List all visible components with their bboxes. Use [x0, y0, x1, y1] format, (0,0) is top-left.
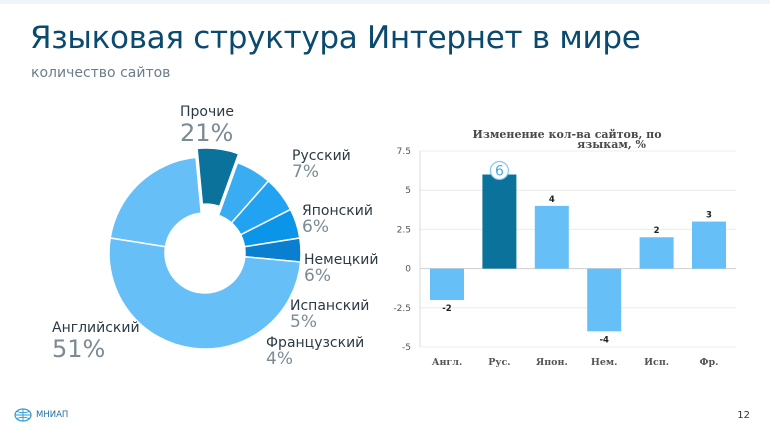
footer-logo: МНИАП [14, 408, 68, 422]
page-number: 12 [737, 410, 750, 421]
bar-data-label: -4 [599, 335, 609, 345]
bar-5 [692, 221, 726, 269]
donut-label-name-4: Немецкий [304, 252, 379, 268]
globe-icon [14, 408, 32, 422]
donut-label-value-2: 7% [292, 162, 319, 182]
donut-label-value-3: 6% [302, 217, 329, 237]
donut-label-name-0: Английский [52, 320, 140, 336]
bar-chart: Изменение кол-ва сайтов, по языкам, % 7.… [393, 128, 736, 368]
x-category-label: Рус. [488, 357, 510, 368]
bar-data-label: 6 [495, 164, 504, 180]
bar-data-label: 4 [549, 195, 555, 205]
donut-slice-0 [108, 237, 302, 350]
x-category-label: Исп. [644, 357, 669, 368]
bar-data-label: 3 [706, 211, 712, 221]
donut-label-name-6: Французский [266, 335, 364, 351]
logo-text: МНИАП [36, 410, 69, 420]
donut-slice-2 [196, 147, 240, 208]
highlight-bubble [489, 160, 509, 181]
y-tick-label: 0 [405, 265, 411, 275]
x-category-label: Фр. [700, 357, 719, 368]
donut-label-value-5: 5% [290, 312, 317, 332]
y-tick-label: -2.5 [393, 304, 411, 314]
donut-labels: Английский51%Прочие21%Русский7%Японский6… [52, 104, 379, 369]
y-tick-label: 5 [405, 186, 411, 196]
donut-label-value-0: 51% [52, 335, 105, 363]
x-category-label: Япон. [536, 357, 568, 368]
bar-data-label: -2 [442, 304, 452, 314]
bar-3 [587, 268, 622, 332]
donut-label-name-1: Прочие [180, 104, 234, 120]
y-tick-label: 2.5 [397, 225, 411, 235]
x-category-label: Англ. [432, 357, 463, 368]
bar-1 [482, 174, 517, 269]
donut-label-name-3: Японский [302, 203, 373, 219]
y-tick-label: 7.5 [397, 147, 411, 157]
y-tick-label: -5 [402, 343, 411, 353]
donut-label-value-1: 21% [180, 119, 233, 147]
donut-label-name-5: Испанский [290, 298, 369, 314]
donut-label-value-4: 6% [304, 266, 331, 286]
donut-chart [108, 147, 302, 350]
donut-label-name-2: Русский [292, 148, 351, 164]
donut-label-value-6: 4% [266, 349, 293, 369]
bar-4 [639, 237, 674, 269]
bar-0 [430, 268, 464, 300]
page-subtitle: количество сайтов [31, 65, 171, 81]
bar-chart-title-line1: Изменение кол-ва сайтов, по [472, 128, 661, 141]
bar-data-label: 2 [654, 226, 660, 236]
bar-2 [534, 205, 569, 269]
top-bar [0, 0, 770, 4]
x-category-label: Нем. [591, 357, 618, 368]
page-title: Языковая структура Интернет в мире [30, 20, 641, 56]
bar-chart-title-line2: языкам, % [577, 138, 646, 151]
donut-slice-1 [109, 156, 203, 248]
